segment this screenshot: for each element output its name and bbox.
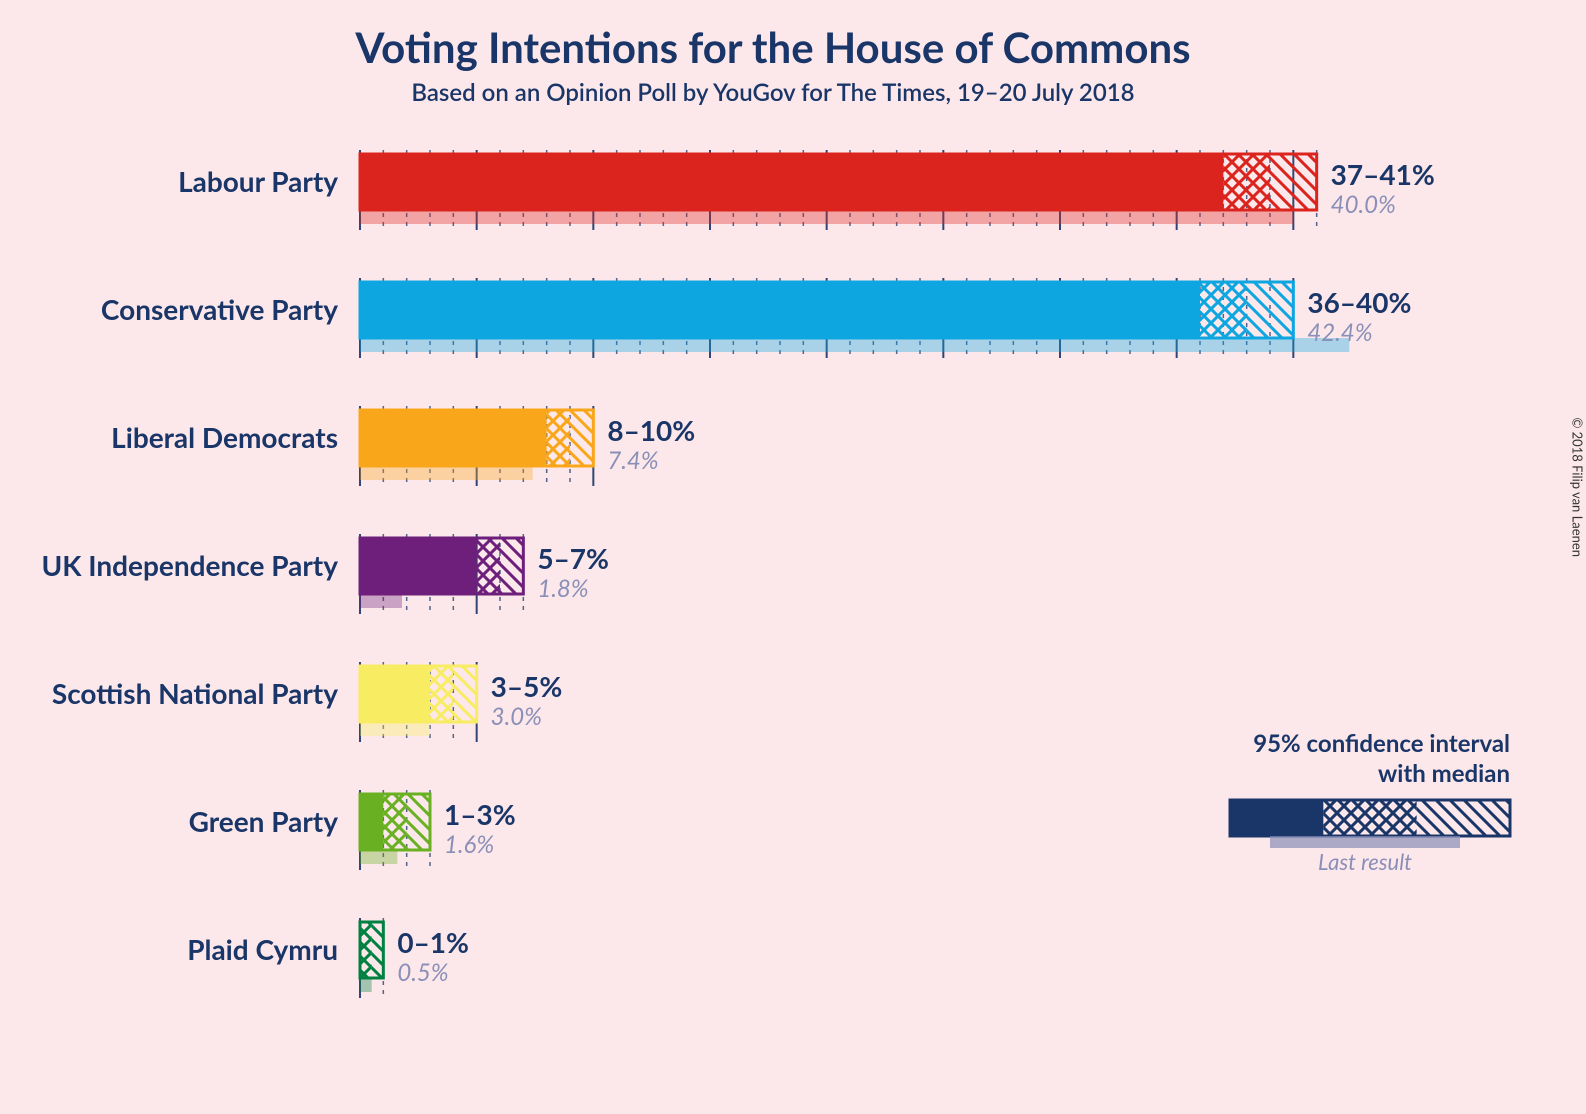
bar-ci-lower <box>1200 282 1247 338</box>
party-row: Liberal Democrats 8–10%7.4% <box>111 406 695 486</box>
range-label: 8–10% <box>607 413 695 447</box>
party-label: Labour Party <box>178 164 338 198</box>
last-result-label: 1.8% <box>537 574 588 603</box>
party-label: UK Independence Party <box>41 548 338 582</box>
party-label: Scottish National Party <box>52 676 338 710</box>
party-row: UK Independence Party 5–7%1.8% <box>41 534 609 614</box>
party-label: Green Party <box>189 804 339 838</box>
bar-ci-lower <box>477 538 500 594</box>
bar-solid <box>360 538 477 594</box>
bar-solid <box>360 410 547 466</box>
last-result-bar <box>360 466 533 480</box>
bar-solid <box>360 666 430 722</box>
legend-last-label: Last result <box>1318 848 1412 875</box>
range-label: 5–7% <box>537 541 609 575</box>
legend-solid <box>1230 800 1323 836</box>
bar-solid <box>360 282 1200 338</box>
bar-solid <box>360 154 1223 210</box>
bar-ci-upper <box>570 410 593 466</box>
legend-line2: with median <box>1378 759 1510 788</box>
last-result-bar <box>360 722 430 736</box>
party-row: Scottish National Party 3–5%3.0% <box>52 662 562 742</box>
bar-ci-lower <box>1223 154 1270 210</box>
last-result-bar <box>360 850 397 864</box>
range-label: 3–5% <box>491 669 563 703</box>
last-result-label: 7.4% <box>607 446 658 475</box>
range-label: 1–3% <box>444 797 516 831</box>
last-result-bar <box>360 594 402 608</box>
bar-solid <box>360 794 383 850</box>
chart-svg: Labour Party 37–41%40.0% Conservative Part… <box>0 120 1586 1114</box>
party-row: Green Party 1–3%1.6% <box>189 790 516 870</box>
last-result-label: 3.0% <box>491 702 542 731</box>
bar-ci-lower <box>383 794 406 850</box>
last-result-label: 1.6% <box>444 830 494 859</box>
bar-ci-lower <box>547 410 570 466</box>
last-result-label: 40.0% <box>1331 190 1396 219</box>
last-result-bar <box>360 210 1293 224</box>
party-label: Conservative Party <box>101 292 338 326</box>
party-row: Conservative Party 36–40%42.4% <box>101 278 1412 358</box>
party-row: Plaid Cymru 0–1%0.5% <box>187 918 469 998</box>
legend-diag <box>1417 800 1510 836</box>
legend-crosshatch <box>1323 800 1416 836</box>
last-result-bar <box>360 978 372 992</box>
bar-ci-upper <box>500 538 523 594</box>
party-label: Plaid Cymru <box>187 932 338 966</box>
legend-last-bar <box>1270 836 1460 848</box>
bar-ci-lower <box>360 922 372 978</box>
chart-title: Voting Intentions for the House of Commo… <box>0 22 1546 72</box>
bar-ci-upper <box>372 922 384 978</box>
last-result-bar <box>360 338 1349 352</box>
last-result-label: 42.4% <box>1307 318 1372 347</box>
bar-ci-upper <box>407 794 430 850</box>
bar-ci-upper <box>1270 154 1317 210</box>
bar-ci-lower <box>430 666 453 722</box>
bar-ci-upper <box>1247 282 1294 338</box>
range-label: 0–1% <box>397 925 469 959</box>
range-label: 37–41% <box>1331 157 1435 191</box>
party-label: Liberal Democrats <box>111 420 338 454</box>
last-result-label: 0.5% <box>397 958 448 987</box>
chart-subtitle: Based on an Opinion Poll by YouGov for T… <box>0 78 1546 107</box>
bar-ci-upper <box>453 666 476 722</box>
legend-line1: 95% confidence interval <box>1253 729 1510 758</box>
party-row: Labour Party 37–41%40.0% <box>178 150 1435 230</box>
range-label: 36–40% <box>1307 285 1411 319</box>
